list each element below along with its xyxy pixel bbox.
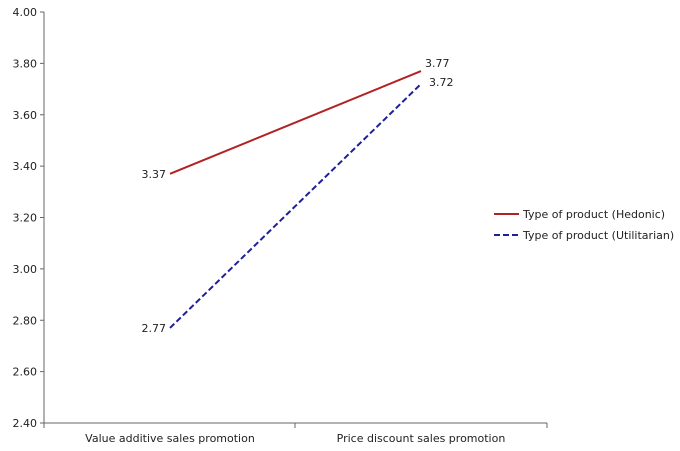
data-label: 3.37 — [142, 168, 167, 181]
y-tick-label: 3.60 — [13, 109, 38, 122]
series-lines — [169, 70, 422, 329]
y-tick-label: 4.00 — [13, 6, 38, 19]
y-tick-label: 3.00 — [13, 263, 38, 276]
data-label: 3.77 — [425, 57, 450, 70]
x-category-label: Value additive sales promotion — [85, 432, 255, 445]
x-axis-categories: Value additive sales promotion Price disc… — [43, 423, 548, 445]
axes — [43, 12, 547, 424]
series-line-type-of-product-utilitarian — [169, 83, 422, 329]
legend: Type of product (Hedonic) Type of product… — [494, 208, 674, 242]
series-line-type-of-product-hedonic — [169, 70, 422, 175]
y-tick-label: 3.20 — [13, 212, 38, 225]
data-label: 3.72 — [429, 76, 454, 89]
y-tick-label: 2.40 — [13, 417, 38, 430]
y-axis-ticks: 2.40 2.60 2.80 3.00 3.20 3.40 3.60 3.80 4.00 — [13, 6, 44, 430]
y-tick-label: 2.80 — [13, 314, 38, 327]
data-labels: 3.37 3.77 2.77 3.72 — [142, 57, 454, 335]
legend-label: Type of product (Hedonic) — [522, 208, 665, 221]
y-tick-label: 2.60 — [13, 366, 38, 379]
x-category-label: Price discount sales promotion — [337, 432, 506, 445]
legend-label: Type of product (Utilitarian) — [522, 229, 674, 242]
data-label: 2.77 — [142, 322, 167, 335]
y-tick-label: 3.40 — [13, 160, 38, 173]
y-tick-label: 3.80 — [13, 57, 38, 70]
